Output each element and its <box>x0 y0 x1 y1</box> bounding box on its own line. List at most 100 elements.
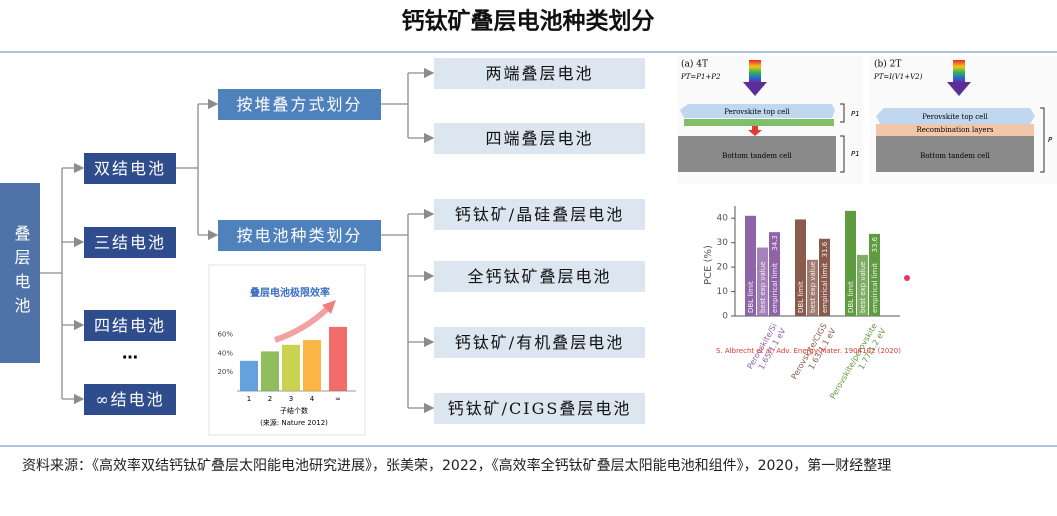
bar <box>845 210 856 316</box>
bar-label: empirical limit <box>871 263 879 313</box>
bar <box>819 238 830 316</box>
method: 按电池种类划分 <box>236 226 362 245</box>
layer-label: Bottom tandem cell <box>722 152 792 160</box>
junction: 双结电池 <box>94 159 166 178</box>
formula: PT=I(V1+V2) <box>873 73 923 81</box>
layer <box>684 119 834 126</box>
leaf: 钙钛矿/晶硅叠层电池 <box>455 205 624 224</box>
junction-box <box>84 310 176 341</box>
method-box <box>218 89 381 120</box>
root-label: 叠层电池 <box>12 225 31 321</box>
light-arrow <box>749 60 761 82</box>
bar <box>745 215 756 316</box>
bar <box>757 247 768 316</box>
y-tick-label: 40 <box>717 214 729 224</box>
leaf: 钙钛矿/CIGS叠层电池 <box>448 399 632 418</box>
bar <box>240 360 258 391</box>
bar <box>869 233 880 316</box>
root-box <box>0 183 40 363</box>
junction: 三结电池 <box>94 233 166 252</box>
bar <box>857 254 868 316</box>
bar-label: empirical limit <box>821 263 829 313</box>
leaf: 全钙钛矿叠层电池 <box>467 267 611 286</box>
x-tick-label: 4 <box>310 395 315 403</box>
bar <box>769 232 780 316</box>
leaf: 两端叠层电池 <box>485 64 593 83</box>
bar <box>795 219 806 316</box>
title: 钙钛矿叠层电池种类划分 <box>402 8 655 35</box>
method: 按堆叠方式划分 <box>236 95 362 114</box>
power-label: P <box>1048 136 1053 144</box>
bar-label: best exp value <box>759 262 767 313</box>
panel-label: (a) 4T <box>681 59 708 70</box>
formula: PT=P1+P2 <box>680 73 721 81</box>
marker-dot <box>904 275 910 281</box>
light-arrow <box>743 82 767 96</box>
panel-label: (b) 2T <box>874 59 901 70</box>
note: (来源: Nature 2012) <box>260 418 328 427</box>
junction-box <box>84 227 176 258</box>
source: S. Albrecht et al. Adv. Energy Mater. 19… <box>716 347 901 355</box>
leaf: 钙钛矿/有机叠层电池 <box>455 333 624 352</box>
leaf-box <box>434 58 645 89</box>
leaf-box <box>434 123 645 154</box>
x-tick-label: ∞ <box>335 395 341 403</box>
value-label: 33.6 <box>871 236 879 252</box>
leaf-box <box>434 261 645 292</box>
light-arrow <box>953 60 965 82</box>
layer <box>876 108 1035 124</box>
layer <box>678 136 836 172</box>
bar-label: empirical limit <box>771 263 779 313</box>
y-axis-title: PCE (%) <box>703 245 714 285</box>
bracket <box>840 103 845 173</box>
y-tick-label: 30 <box>717 238 729 248</box>
bar <box>261 351 279 391</box>
power-label: P1 <box>851 150 860 158</box>
bar-label: best exp value <box>809 262 817 313</box>
power-label: P1 <box>851 110 860 118</box>
inset-title: 叠层电池极限效率 <box>250 286 330 299</box>
y-tick-label: 0 <box>722 312 728 322</box>
bar-label: DBL limit <box>847 281 855 313</box>
light-arrow <box>947 82 971 96</box>
light-arrow <box>748 126 762 136</box>
bar <box>807 259 818 316</box>
value-label: 34.3 <box>771 235 779 251</box>
schematic: (a) 4T PT=P1+P2 Perovskite top cell Bott… <box>678 56 1057 184</box>
layer <box>876 124 1034 136</box>
source-note: 资料来源：《高效率双结钙钛矿叠层太阳能电池研究进展》，张美荣，2022，《高效率… <box>22 458 892 474</box>
junction-box <box>84 384 176 415</box>
layer <box>680 104 835 118</box>
x-tick-label: 2 <box>268 395 272 403</box>
connectors <box>40 67 435 414</box>
leaf: 四端叠层电池 <box>485 129 593 148</box>
y-tick-label: 20% <box>217 368 233 376</box>
leaf-box <box>434 327 645 358</box>
layer-label: Perovskite top cell <box>922 113 988 121</box>
junction: ∞结电池 <box>95 390 164 409</box>
bar-label: DBL limit <box>797 281 805 313</box>
value-label: 31.6 <box>821 241 829 257</box>
junction: 四结电池 <box>94 316 166 335</box>
y-tick-label: 60% <box>217 330 233 338</box>
leaf-box <box>434 199 645 230</box>
x-axis-title: 子结个数 <box>280 406 308 415</box>
layer-label: Perovskite top cell <box>724 108 790 116</box>
x-tick-label: 3 <box>289 395 293 403</box>
ellipsis: … <box>122 344 138 363</box>
bar <box>329 326 347 391</box>
y-tick-label: 20 <box>717 263 729 273</box>
layer <box>876 136 1034 172</box>
bracket <box>1040 107 1045 173</box>
junction-box <box>84 153 176 184</box>
trend-arrow-head <box>322 300 336 314</box>
method-box <box>218 220 381 251</box>
layer-label: Recombination layers <box>916 126 993 134</box>
bar <box>303 340 321 391</box>
y-tick-label: 10 <box>717 287 729 297</box>
bar-label: DBL limit <box>747 281 755 313</box>
y-tick-label: 40% <box>217 349 233 357</box>
bar-label: best exp value <box>859 262 867 313</box>
